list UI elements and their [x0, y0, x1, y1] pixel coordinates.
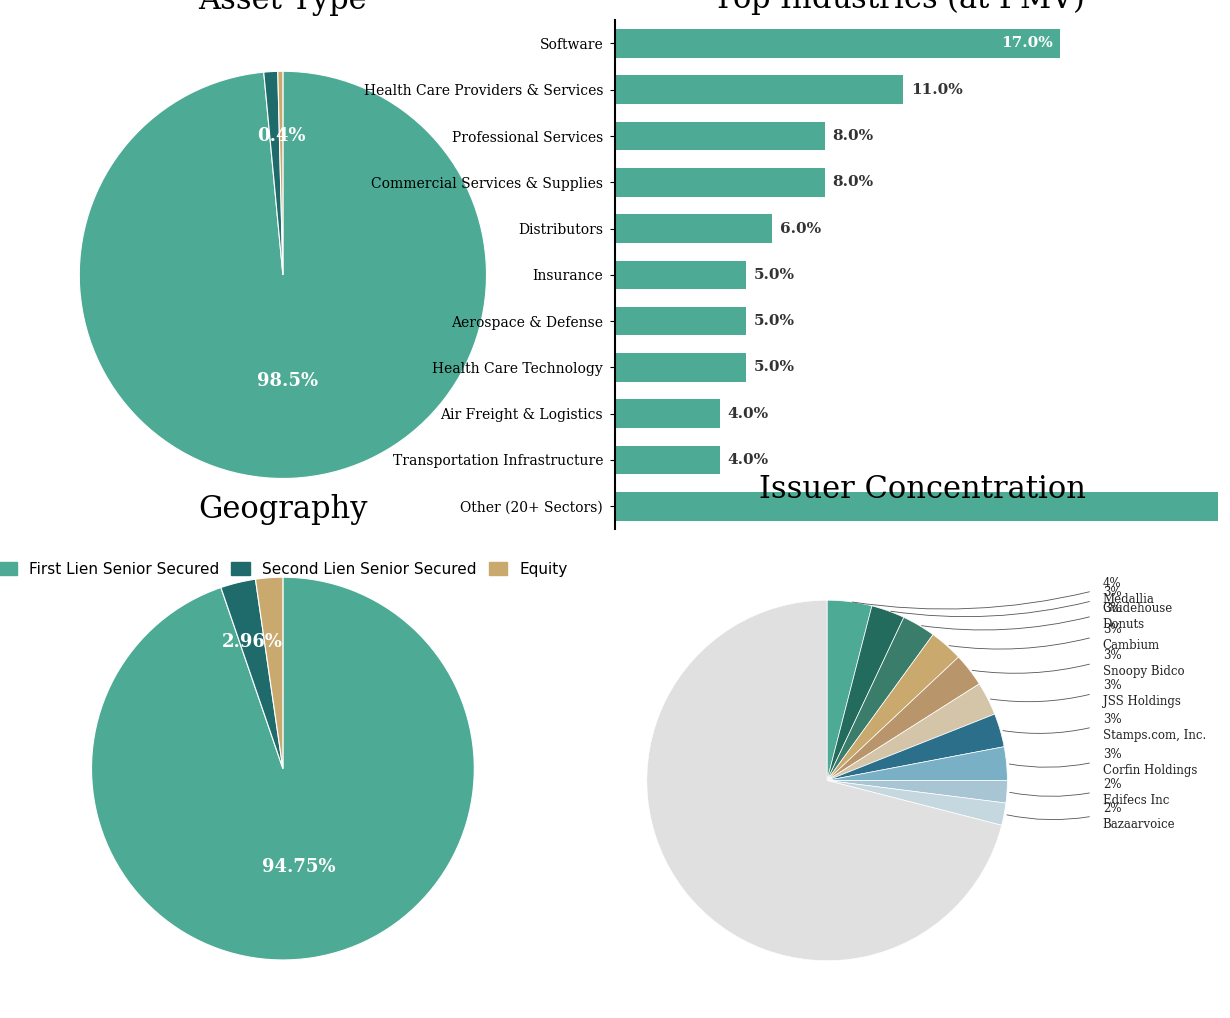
- Title: Top Industries (at FMV)$\,^{(4)}$: Top Industries (at FMV)$\,^{(4)}$: [712, 0, 1121, 18]
- Wedge shape: [221, 579, 283, 769]
- Bar: [615, 122, 824, 151]
- Wedge shape: [263, 71, 283, 275]
- Wedge shape: [827, 606, 904, 781]
- Wedge shape: [827, 657, 979, 781]
- Text: 8.0%: 8.0%: [833, 175, 873, 189]
- Bar: [615, 30, 1060, 58]
- Text: 8.0%: 8.0%: [833, 129, 873, 144]
- Title: Geography: Geography: [198, 495, 368, 525]
- Text: 98.5%: 98.5%: [257, 372, 319, 390]
- Wedge shape: [91, 577, 475, 960]
- Text: 5.0%: 5.0%: [754, 315, 795, 328]
- Text: 94.75%: 94.75%: [262, 858, 336, 875]
- Wedge shape: [647, 601, 1001, 961]
- Text: 5.0%: 5.0%: [754, 360, 795, 375]
- Wedge shape: [827, 684, 995, 781]
- Text: 3%
Cambium: 3% Cambium: [1103, 623, 1160, 652]
- Title: Issuer Concentration: Issuer Concentration: [759, 474, 1086, 505]
- Wedge shape: [256, 577, 283, 769]
- Wedge shape: [827, 781, 1006, 826]
- Text: 3%
Donuts: 3% Donuts: [1103, 602, 1145, 631]
- Text: 4.0%: 4.0%: [728, 453, 769, 467]
- Text: 2.96%: 2.96%: [221, 633, 283, 652]
- Text: 0.4%: 0.4%: [257, 127, 305, 146]
- Text: 11.0%: 11.0%: [911, 82, 963, 97]
- Bar: [615, 492, 1230, 520]
- Text: 3%
JSS Holdings: 3% JSS Holdings: [1103, 679, 1181, 709]
- Wedge shape: [79, 71, 487, 478]
- Text: 5.0%: 5.0%: [754, 268, 795, 282]
- Text: 4%
Medallia: 4% Medallia: [1103, 576, 1155, 606]
- Text: 4.0%: 4.0%: [728, 406, 769, 420]
- Title: Asset Type: Asset Type: [198, 0, 368, 16]
- Text: 3%
Snoopy Bidco: 3% Snoopy Bidco: [1103, 649, 1184, 678]
- Text: 3%
Guidehouse: 3% Guidehouse: [1103, 586, 1173, 615]
- Wedge shape: [827, 746, 1007, 781]
- Wedge shape: [827, 634, 958, 781]
- Bar: [615, 353, 747, 382]
- Bar: [615, 446, 720, 474]
- Bar: [615, 399, 720, 428]
- Wedge shape: [278, 71, 283, 275]
- Text: 3%
Corfin Holdings: 3% Corfin Holdings: [1103, 748, 1197, 777]
- Wedge shape: [827, 714, 1004, 781]
- Text: 6.0%: 6.0%: [780, 222, 822, 235]
- Bar: [615, 261, 747, 289]
- Text: 2%
Bazaarvoice: 2% Bazaarvoice: [1103, 802, 1176, 831]
- Wedge shape: [827, 601, 872, 781]
- Text: 3%
Stamps.com, Inc.: 3% Stamps.com, Inc.: [1103, 713, 1207, 742]
- Text: 17.0%: 17.0%: [1001, 37, 1053, 51]
- Bar: [615, 214, 772, 243]
- Wedge shape: [827, 617, 934, 781]
- Legend: First Lien Senior Secured, Second Lien Senior Secured, Equity: First Lien Senior Secured, Second Lien S…: [0, 556, 573, 582]
- Wedge shape: [827, 781, 1007, 803]
- Text: 2%
Edifecs Inc: 2% Edifecs Inc: [1103, 778, 1170, 807]
- Bar: [615, 75, 903, 104]
- Bar: [615, 168, 824, 196]
- Bar: [615, 306, 747, 336]
